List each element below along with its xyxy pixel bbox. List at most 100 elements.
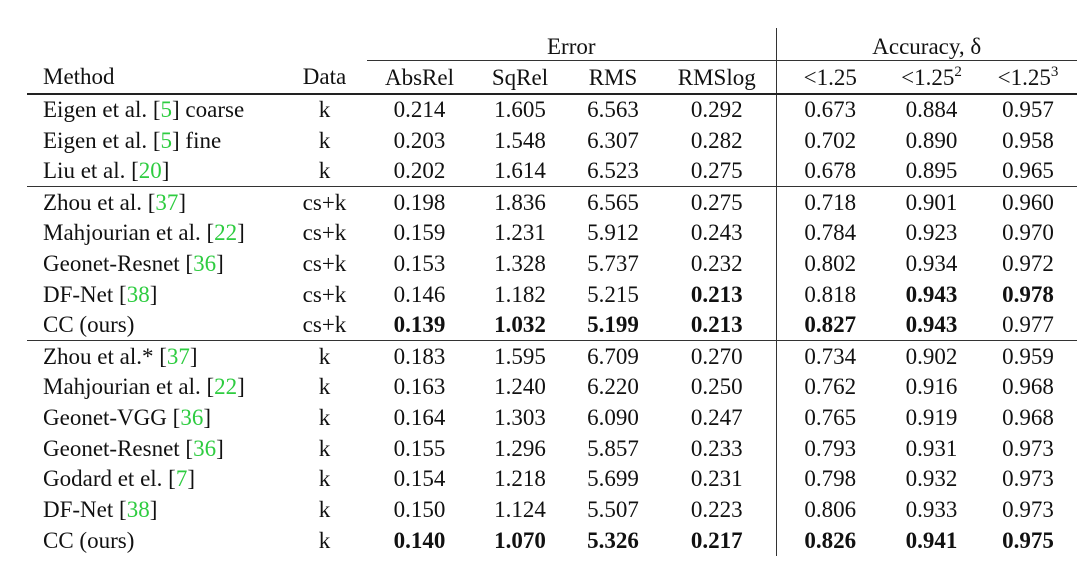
sqrel-cell: 1.182 [494, 281, 546, 307]
citation-link[interactable]: 22 [214, 220, 238, 246]
method-suffix: ] [149, 281, 158, 307]
citation-link[interactable]: 37 [166, 343, 190, 369]
citation-link[interactable]: 5 [160, 127, 173, 153]
method-suffix: ] [187, 466, 196, 492]
method-suffix: ] fine [172, 127, 222, 153]
acc-2-cell: 0.932 [905, 466, 958, 492]
table-row: Eigen et al. [5] fine k 0.203 1.548 6.307 0.2… [27, 124, 1077, 156]
acc-3-cell: 0.958 [1002, 127, 1054, 153]
method-name: CC (ours) [43, 312, 135, 338]
acc-2-cell: 0.941 [905, 528, 958, 554]
absrel-cell: 0.203 [393, 127, 446, 153]
citation-link[interactable]: 38 [126, 497, 150, 523]
table-body: Eigen et al. [5] coarse k 0.214 1.605 6.563 0… [27, 94, 1077, 556]
acc-1-cell: 0.802 [804, 250, 857, 276]
table-row: Zhou et al.* [37] k 0.183 1.595 6.709 0.270 0.… [27, 339, 1077, 372]
acc-2-cell: 0.943 [905, 281, 958, 307]
method-cell: Godard et el. [7] [27, 464, 282, 495]
absrel-cell: 0.146 [393, 281, 446, 307]
method-name: Geonet-Resnet [ [43, 435, 194, 461]
citation-link[interactable]: 38 [126, 281, 150, 307]
acc-3-cell: 0.960 [979, 185, 1077, 218]
rmslog-cell: 0.292 [658, 94, 777, 125]
sqrel-cell: 1.614 [494, 158, 546, 184]
method-cell: Mahjourian et al. [22] [27, 217, 282, 248]
data-cell: k [318, 497, 331, 523]
method-suffix: ] [178, 189, 187, 215]
error-group-header: Error [367, 28, 777, 61]
depth-results-table: Error Accuracy, δ Method Data AbsRel SqR… [27, 28, 1077, 556]
absrel-cell: 0.140 [393, 528, 446, 554]
rms-cell: 6.523 [587, 158, 639, 184]
rms-cell: 5.912 [587, 220, 639, 246]
absrel-cell: 0.139 [393, 312, 446, 338]
method-cell: Zhou et al. [37] [27, 185, 282, 218]
acc-2-cell: 0.895 [905, 158, 958, 184]
citation-link[interactable]: 22 [214, 374, 238, 400]
rms-cell: 6.220 [587, 374, 639, 400]
method-cell: DF-Net [38] [27, 494, 282, 525]
acc-2-cell: 0.931 [905, 435, 958, 461]
acc-1-cell: 0.798 [804, 466, 857, 492]
rmslog-cell: 0.247 [658, 401, 777, 433]
data-cell: k [282, 339, 367, 372]
rms-cell: 5.199 [587, 312, 639, 338]
sqrel-cell: 1.605 [494, 97, 546, 123]
rmslog-cell: 0.232 [658, 247, 777, 279]
citation-link[interactable]: 20 [138, 158, 162, 184]
citation-link[interactable]: 7 [175, 466, 188, 492]
citation-link[interactable]: 36 [193, 250, 217, 276]
method-cell: Eigen et al. [5] fine [27, 125, 282, 156]
method-name: Eigen et al. [ [43, 97, 161, 123]
rms-cell: 5.326 [587, 528, 639, 554]
acc-2-cell: 0.884 [905, 97, 958, 123]
method-suffix: ] [216, 250, 224, 276]
data-cell: cs+k [302, 250, 347, 276]
table-row: DF-Net [38] k 0.150 1.124 5.507 0.223 0.806 0.9… [27, 494, 1077, 526]
table-row: Eigen et al. [5] coarse k 0.214 1.605 6.563 0… [27, 94, 1077, 125]
rmslog-cell: 0.243 [658, 217, 777, 248]
method-column-header: Method [27, 60, 282, 95]
rms-column-header: RMS [568, 60, 658, 95]
acc-1-cell: 0.793 [804, 435, 857, 461]
table-row: Geonet-Resnet [36] k 0.155 1.296 5.857 0.233 0… [27, 432, 1077, 464]
acc-1-column-header: <1.25 [776, 60, 884, 95]
acc-1-cell: 0.734 [776, 339, 884, 372]
table-row: DF-Net [38] cs+k 0.146 1.182 5.215 0.213 0.818… [27, 278, 1077, 310]
rmslog-cell: 0.223 [658, 494, 777, 526]
data-cell: k [318, 435, 331, 461]
acc-1-cell: 0.678 [804, 158, 857, 184]
acc-3-cell: 0.977 [1002, 312, 1054, 338]
acc-3-cell: 0.975 [1002, 528, 1054, 554]
acc-1-cell: 0.827 [804, 312, 857, 338]
method-name: Liu et al. [ [43, 158, 139, 184]
acc-2-cell: 0.943 [905, 312, 958, 338]
citation-link[interactable]: 37 [155, 189, 179, 215]
citation-link[interactable]: 36 [193, 435, 217, 461]
acc-2-cell: 0.890 [905, 127, 958, 153]
method-cell: DF-Net [38] [27, 279, 282, 310]
citation-link[interactable]: 36 [180, 404, 204, 430]
method-suffix: ] [203, 404, 211, 430]
table-row: Mahjourian et al. [22] k 0.163 1.240 6.220 0.… [27, 371, 1077, 402]
citation-link[interactable]: 5 [160, 97, 173, 123]
method-name: DF-Net [ [43, 281, 127, 307]
data-cell: k [318, 466, 331, 492]
acc-2-cell: 0.916 [905, 374, 958, 400]
acc-3-cell: 0.965 [1002, 158, 1054, 184]
sqrel-cell: 1.231 [494, 220, 546, 246]
header-spacer [282, 28, 367, 61]
method-cell: Liu et al. [20] [27, 156, 282, 187]
absrel-cell: 0.164 [393, 404, 446, 430]
absrel-cell: 0.155 [393, 435, 446, 461]
data-cell: k [318, 528, 331, 554]
method-name: Godard et el. [ [43, 466, 176, 492]
method-name: Eigen et al. [ [43, 127, 161, 153]
acc-3-cell: 0.968 [1002, 374, 1054, 400]
method-suffix: ] [161, 158, 170, 184]
data-cell: cs+k [282, 185, 367, 218]
data-cell: k [318, 404, 331, 430]
method-cell: Geonet-Resnet [36] [27, 248, 282, 279]
method-name: Geonet-Resnet [ [43, 250, 194, 276]
